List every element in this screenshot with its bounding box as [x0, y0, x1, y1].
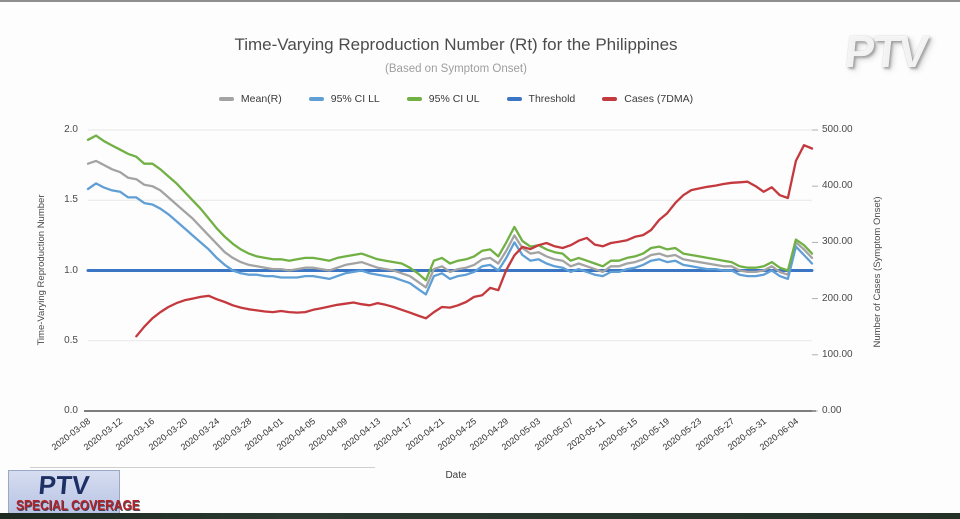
legend-line-marker-icon [218, 97, 234, 101]
legend-line-marker-icon [308, 97, 324, 101]
legend-item-label: 95% CI UL [428, 93, 480, 105]
y-tick-label-right: 500.00 [822, 124, 853, 135]
legend-item-label: Threshold [528, 93, 576, 105]
y-tick-label-left: 1.0 [64, 264, 78, 276]
legend-item-label: Cases (7DMA) [624, 93, 694, 105]
legend-line-marker-icon [506, 97, 522, 101]
legend-item-95-ci-ll: 95% CI LL [308, 93, 380, 105]
legend-item-label: Mean(R) [240, 93, 282, 105]
y-tick-label-right: 400.00 [822, 180, 853, 192]
y-axis-title-right: Number of Cases (Symptom Onset) [872, 196, 883, 348]
y-tick-label-left: 0.5 [64, 334, 78, 346]
chart-card-bottom-edge [30, 467, 375, 468]
y-tick-label-left: 2.0 [64, 124, 78, 135]
ptv-watermark-logo: PTV [842, 26, 930, 77]
legend-line-marker-icon [406, 97, 422, 101]
y-axis-title-left: Time-Varying Reproduction Number [36, 194, 47, 346]
series-line-mean-r- [86, 159, 814, 289]
video-frame-top-edge [0, 0, 960, 2]
y-tick-label-right: 100.00 [822, 348, 853, 360]
legend-item-mean-r-: Mean(R) [218, 93, 282, 105]
ptv-special-coverage-bug: PTV SPECIAL COVERAGE [8, 470, 140, 516]
legend-item-95-ci-ul: 95% CI UL [406, 93, 480, 105]
chart-legend: Mean(R) 95% CI LL 95% CI UL Threshold Cases … [0, 93, 912, 105]
series-line-95-ci-ul [86, 134, 814, 282]
legend-item-cases-7dma-: Cases (7DMA) [602, 93, 693, 105]
bug-ptv-text: PTV [37, 470, 91, 500]
legend-item-threshold: Threshold [506, 93, 576, 105]
video-frame-bottom-edge [0, 513, 960, 519]
y-tick-label-left: 1.5 [64, 194, 78, 206]
bug-coverage-text: SPECIAL COVERAGE [16, 497, 140, 514]
y-tick-label-right: 200.00 [822, 292, 853, 304]
chart-subtitle: (Based on Symptom Onset) [385, 63, 527, 75]
chart-title: Time-Varying Reproduction Number (Rt) fo… [234, 35, 678, 54]
y-tick-label-right: 300.00 [822, 236, 853, 248]
x-axis-title: Date [445, 470, 467, 481]
y-tick-label-left: 0.0 [64, 405, 78, 416]
series-line-cases-7dma- [135, 144, 814, 338]
y-tick-label-right: 0.00 [822, 405, 842, 416]
legend-item-label: 95% CI LL [330, 93, 380, 105]
legend-line-marker-icon [602, 97, 618, 101]
series-line-95-ci-ll [86, 182, 814, 296]
